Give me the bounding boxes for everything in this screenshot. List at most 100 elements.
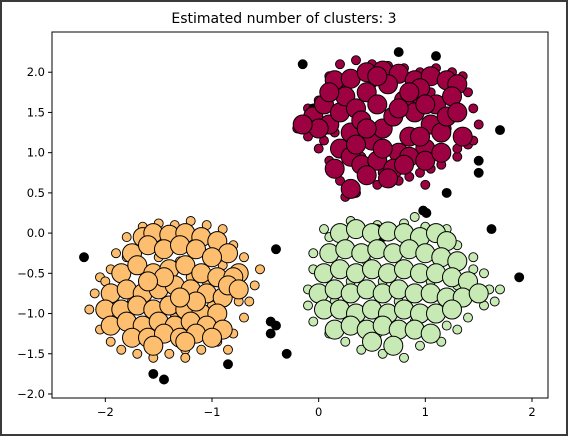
cluster-1-edge-point xyxy=(473,119,484,130)
x-tick-label: 0 xyxy=(315,405,322,419)
cluster-2-edge-point xyxy=(111,248,121,259)
cluster-1-core-point xyxy=(356,118,377,139)
cluster-1-core-point xyxy=(340,178,361,199)
cluster-3-core-point xyxy=(420,323,441,344)
cluster-3-edge-point xyxy=(308,316,319,327)
cluster-2-core-point xyxy=(228,279,249,300)
cluster-2-edge-point xyxy=(89,288,100,299)
cluster-2-core-point xyxy=(175,255,196,276)
cluster-1-edge-point xyxy=(420,179,431,190)
noise-point xyxy=(79,252,89,263)
cluster-1-edge-point xyxy=(351,55,361,66)
cluster-3-edge-point xyxy=(468,252,479,263)
cluster-3-edge-point xyxy=(489,296,500,307)
cluster-1-core-point xyxy=(431,142,452,163)
cluster-3-edge-point xyxy=(409,212,420,222)
cluster-3-edge-point xyxy=(399,352,409,363)
cluster-3-edge-point xyxy=(479,268,489,279)
cluster-1-core-point xyxy=(319,82,340,103)
cluster-3-edge-point xyxy=(495,284,505,295)
noise-point xyxy=(223,359,233,370)
cluster-2-edge-point xyxy=(164,348,175,359)
cluster-2-core-point xyxy=(175,331,196,352)
cluster-2-edge-point xyxy=(239,252,249,263)
cluster-1-core-point xyxy=(399,82,420,103)
noise-point xyxy=(473,167,484,178)
chart-title: Estimated number of clusters: 3 xyxy=(171,11,396,27)
cluster-3-edge-point xyxy=(356,344,367,355)
y-tick-label: 0.0 xyxy=(27,226,45,240)
noise-point xyxy=(431,51,441,62)
cluster-1-core-point xyxy=(372,138,393,159)
cluster-2-edge-point xyxy=(249,280,260,291)
cluster-2-edge-point xyxy=(255,264,265,275)
points-layer xyxy=(79,47,525,385)
cluster-1-core-point xyxy=(378,168,398,189)
cluster-1-core-point xyxy=(292,114,313,135)
cluster-2-edge-point xyxy=(223,344,233,355)
cluster-3-core-point xyxy=(468,283,489,304)
cluster-3-edge-point xyxy=(319,224,329,235)
cluster-1-core-point xyxy=(356,165,377,186)
cluster-3-edge-point xyxy=(441,320,452,331)
cluster-2-core-point xyxy=(202,247,222,268)
cluster-2-edge-point xyxy=(121,232,132,243)
cluster-3-edge-point xyxy=(463,312,473,323)
cluster-1-core-point xyxy=(367,66,388,87)
cluster-3-edge-point xyxy=(452,324,463,335)
y-tick-label: −1.0 xyxy=(17,307,45,321)
noise-point xyxy=(297,59,308,70)
cluster-3-edge-point xyxy=(308,248,319,259)
x-tick-label: −1 xyxy=(204,405,221,419)
cluster-1-core-point xyxy=(447,102,468,123)
noise-point xyxy=(473,155,484,166)
cluster-2-edge-point xyxy=(244,296,255,307)
noise-point xyxy=(281,348,292,359)
cluster-1-edge-point xyxy=(313,143,324,154)
cluster-2-core-point xyxy=(202,327,222,348)
cluster-2-edge-point xyxy=(196,344,207,355)
cluster-3-edge-point xyxy=(340,336,351,347)
noise-point xyxy=(159,374,169,385)
cluster-2-edge-point xyxy=(239,312,249,323)
cluster-2-edge-point xyxy=(116,344,127,355)
y-tick-label: −2.0 xyxy=(17,387,45,401)
cluster-2-core-point xyxy=(138,271,158,292)
cluster-1-core-point xyxy=(415,150,436,171)
cluster-1-edge-point xyxy=(468,103,479,114)
cluster-1-core-point xyxy=(410,126,430,147)
x-tick-label: 2 xyxy=(528,405,535,419)
axes-layer: −2 −1 0 1 2 −2.0 −1.5 −1.0 −0.5 0.0 0.5 1.0 1.5 2.0 xyxy=(17,65,536,419)
x-tick-label: 1 xyxy=(422,405,429,419)
cluster-2-edge-point xyxy=(180,352,191,363)
y-tick-label: 1.5 xyxy=(27,105,45,119)
cluster-1-edge-point xyxy=(463,87,473,98)
y-tick-label: 0.5 xyxy=(27,186,45,200)
cluster-3-edge-point xyxy=(436,336,447,347)
cluster-1-core-point xyxy=(452,126,473,147)
noise-point xyxy=(393,47,404,58)
cluster-1-core-point xyxy=(394,154,414,175)
y-tick-label: −0.5 xyxy=(17,266,45,280)
x-tick-label: −2 xyxy=(97,405,114,419)
noise-point xyxy=(486,224,497,235)
cluster-3-core-point xyxy=(442,299,462,320)
y-tick-label: −1.5 xyxy=(17,347,45,361)
noise-point xyxy=(441,187,452,198)
noise-point xyxy=(265,328,276,339)
cluster-3-core-point xyxy=(362,331,382,352)
cluster-3-edge-point xyxy=(415,340,425,351)
noise-point xyxy=(421,208,432,218)
noise-point xyxy=(514,272,525,283)
cluster-2-edge-point xyxy=(105,336,116,347)
cluster-1-core-point xyxy=(324,158,345,179)
cluster-2-core-point xyxy=(127,255,148,276)
plot-area-border xyxy=(51,31,549,399)
cluster-2-core-point xyxy=(186,239,206,260)
noise-point xyxy=(148,368,159,379)
cluster-1-edge-point xyxy=(335,59,345,70)
cluster-1-core-point xyxy=(367,94,388,115)
cluster-1-core-point xyxy=(346,134,366,155)
